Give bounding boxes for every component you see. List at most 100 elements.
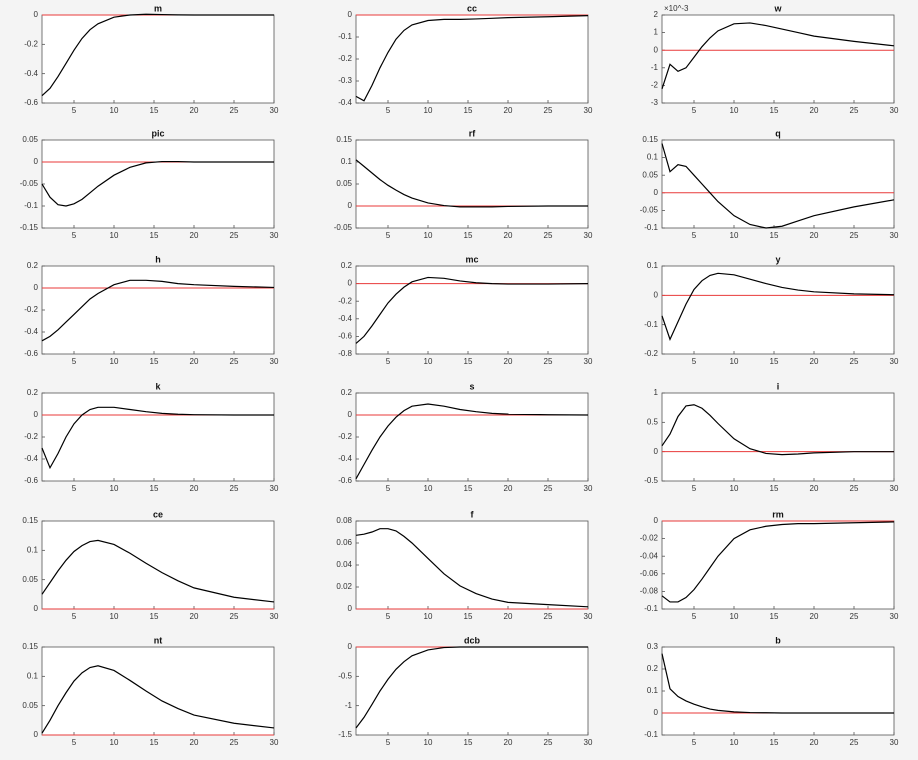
plot-area <box>356 15 588 103</box>
panel-title: y <box>775 254 780 264</box>
y-tick-label: -0.5 <box>644 476 658 485</box>
y-tick-label: -0.4 <box>338 454 352 463</box>
y-tick-label: 0.04 <box>336 560 352 569</box>
x-tick-label: 20 <box>504 612 513 621</box>
y-tick-label: -0.1 <box>644 604 658 613</box>
y-tick-label: 0 <box>348 10 353 19</box>
x-tick-label: 10 <box>730 738 739 747</box>
x-tick-label: 25 <box>544 357 553 366</box>
y-tick-label: 0 <box>348 642 353 651</box>
x-tick-label: 5 <box>692 357 697 366</box>
y-tick-label: -0.05 <box>334 223 353 232</box>
x-tick-label: 10 <box>110 106 119 115</box>
x-tick-label: 15 <box>150 612 159 621</box>
y-tick-label: -0.6 <box>24 98 38 107</box>
plot-area <box>356 647 588 735</box>
x-tick-label: 5 <box>692 231 697 240</box>
x-tick-label: 15 <box>770 106 779 115</box>
x-tick-label: 10 <box>730 484 739 493</box>
y-tick-label: 1 <box>654 28 659 37</box>
x-tick-label: 20 <box>504 357 513 366</box>
y-tick-label: -0.2 <box>24 39 38 48</box>
x-tick-label: 10 <box>424 357 433 366</box>
x-tick-label: 25 <box>544 738 553 747</box>
y-tick-label: 0 <box>348 201 353 210</box>
panel-title: w <box>773 3 782 13</box>
y-tick-label: 1 <box>654 388 659 397</box>
x-tick-label: 5 <box>386 357 391 366</box>
y-tick-label: -0.6 <box>338 332 352 341</box>
y-tick-label: 0.1 <box>647 261 659 270</box>
x-tick-label: 10 <box>110 231 119 240</box>
y-tick-label: -0.8 <box>338 349 352 358</box>
y-tick-label: 0 <box>654 45 659 54</box>
x-tick-label: 20 <box>504 484 513 493</box>
y-tick-label: 0 <box>348 604 353 613</box>
y-tick-label: -0.5 <box>338 671 352 680</box>
panel-title: pic <box>151 128 164 138</box>
y-tick-label: 0 <box>654 516 659 525</box>
x-tick-label: 15 <box>464 612 473 621</box>
x-tick-label: 25 <box>544 484 553 493</box>
x-tick-label: 15 <box>150 357 159 366</box>
plot-area <box>356 521 588 609</box>
y-tick-label: -1.5 <box>338 730 352 739</box>
y-tick-label: -0.02 <box>640 534 659 543</box>
y-tick-label: 0.05 <box>22 575 38 584</box>
y-tick-label: 0.15 <box>642 135 658 144</box>
x-tick-label: 15 <box>464 738 473 747</box>
y-tick-label: -0.6 <box>24 349 38 358</box>
x-tick-label: 30 <box>890 106 899 115</box>
y-tick-label: -0.6 <box>24 476 38 485</box>
y-multiplier: ×10^-3 <box>664 4 689 13</box>
x-tick-label: 15 <box>770 231 779 240</box>
y-tick-label: 0.2 <box>27 388 39 397</box>
y-tick-label: 0 <box>654 188 659 197</box>
panel-title: k <box>155 381 161 391</box>
x-tick-label: 15 <box>150 231 159 240</box>
y-tick-label: 0.15 <box>22 516 38 525</box>
x-tick-label: 10 <box>110 357 119 366</box>
x-tick-label: 30 <box>584 484 593 493</box>
x-tick-label: 25 <box>850 612 859 621</box>
x-tick-label: 10 <box>730 106 739 115</box>
x-tick-label: 15 <box>150 738 159 747</box>
x-tick-label: 20 <box>810 357 819 366</box>
panel-title: s <box>469 381 474 391</box>
y-tick-label: 0.02 <box>336 582 352 591</box>
x-tick-label: 15 <box>770 484 779 493</box>
panel-title: b <box>775 635 781 645</box>
x-tick-label: 15 <box>464 357 473 366</box>
x-tick-label: 25 <box>230 231 239 240</box>
panel-title: i <box>777 381 780 391</box>
y-tick-label: 0.2 <box>27 261 39 270</box>
y-tick-label: 0.5 <box>647 417 659 426</box>
y-tick-label: -1 <box>651 63 659 72</box>
x-tick-label: 5 <box>386 231 391 240</box>
y-tick-label: -0.4 <box>24 327 38 336</box>
y-tick-label: -0.05 <box>640 206 659 215</box>
x-tick-label: 20 <box>504 106 513 115</box>
y-tick-label: 0.06 <box>336 538 352 547</box>
y-tick-label: 0.1 <box>341 157 353 166</box>
x-tick-label: 30 <box>890 612 899 621</box>
x-tick-label: 15 <box>770 612 779 621</box>
x-tick-label: 15 <box>150 106 159 115</box>
x-tick-label: 20 <box>504 231 513 240</box>
y-tick-label: 0.05 <box>22 135 38 144</box>
x-tick-label: 10 <box>424 738 433 747</box>
panel-title: q <box>775 128 781 138</box>
x-tick-label: 20 <box>190 484 199 493</box>
x-tick-label: 30 <box>584 357 593 366</box>
x-tick-label: 10 <box>424 484 433 493</box>
y-tick-label: 0.3 <box>647 642 659 651</box>
x-tick-label: 30 <box>890 738 899 747</box>
panel-title: dcb <box>464 635 481 645</box>
plot-area <box>42 521 274 609</box>
y-tick-label: 0.1 <box>27 545 39 554</box>
x-tick-label: 30 <box>270 484 279 493</box>
x-tick-label: 10 <box>110 484 119 493</box>
panel-title: f <box>471 509 475 519</box>
x-tick-label: 30 <box>890 231 899 240</box>
x-tick-label: 20 <box>810 484 819 493</box>
